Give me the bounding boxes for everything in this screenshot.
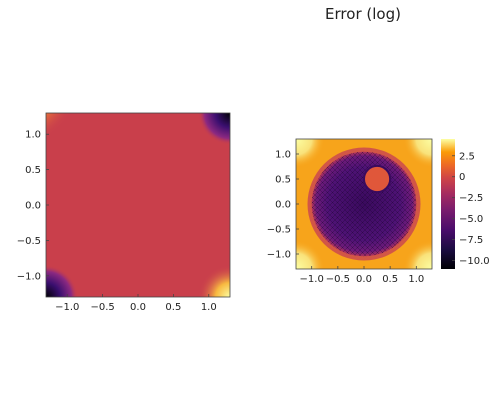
left-heatmap: −1.0 −0.5 0.0 0.5 1.0 1.0 0.5 0.0 −0.5 −1.0 — [17, 112, 231, 313]
colorbar-tick-label: −5.0 — [459, 214, 483, 225]
right-y-tick-label: −1.0 — [267, 250, 291, 261]
left-corner-bottom-left — [46, 265, 78, 297]
colorbar-tick-label: −10.0 — [459, 256, 490, 267]
right-disk-mesh — [311, 151, 417, 257]
colorbar-tick-label: 0 — [459, 172, 465, 183]
right-corner-bottom-left — [296, 240, 325, 269]
right-hole — [363, 164, 392, 194]
left-x-tick-label: −0.5 — [90, 302, 114, 313]
right-heatmap: −1.0 −0.5 0.0 0.5 1.0 1.00.50.0−0.5−1.0 — [267, 138, 433, 285]
colorbar: 2.5 0 −2.5 −5.0 −7.5 −10.0 — [441, 139, 490, 269]
left-y-tick-label: −1.0 — [17, 271, 41, 282]
colorbar-ticks: 2.5 0 −2.5 −5.0 −7.5 −10.0 — [452, 151, 490, 267]
right-corner-bottom-right — [403, 240, 432, 269]
left-y-axis: 1.0 0.5 0.0 −0.5 −1.0 — [17, 130, 49, 282]
right-x-tick-label: 1.0 — [408, 274, 424, 285]
colorbar-tick-label: −7.5 — [459, 235, 483, 246]
left-corner-bottom-right — [198, 265, 230, 297]
right-y-tick-label: −0.5 — [267, 225, 291, 236]
right-x-tick-label: 0.0 — [356, 274, 372, 285]
colorbar-tick-label: 2.5 — [459, 151, 475, 162]
left-y-tick-label: 0.0 — [25, 201, 41, 212]
left-x-tick-label: −1.0 — [55, 302, 79, 313]
left-corner-top-left — [46, 113, 78, 145]
colorbar-gradient — [441, 139, 455, 269]
right-x-tick-label: −1.0 — [300, 274, 324, 285]
colorbar-tick-label: −2.5 — [459, 193, 483, 204]
chart-title: Error (log) — [325, 5, 401, 23]
left-x-axis: −1.0 −0.5 0.0 0.5 1.0 — [55, 294, 217, 313]
right-x-tick-label: −0.5 — [326, 274, 350, 285]
left-heatmap-background — [46, 113, 230, 297]
right-y-axis: 1.0 0.5 0.0 −0.5 −1.0 — [267, 150, 299, 261]
right-corner-top-left — [296, 139, 325, 168]
right-y-tick-label: 0.5 — [275, 175, 291, 186]
right-corner-top-right — [403, 139, 432, 168]
left-y-tick-label: 1.0 — [25, 130, 41, 141]
right-y-tick-label: 1.0 — [275, 150, 291, 161]
left-x-tick-label: 0.5 — [165, 302, 181, 313]
right-x-axis: −1.0 −0.5 0.0 0.5 1.0 — [300, 266, 424, 285]
left-y-tick-label: 0.5 — [25, 165, 41, 176]
left-y-tick-label: −0.5 — [17, 236, 41, 247]
left-x-tick-label: 0.0 — [130, 302, 146, 313]
left-corner-top-right — [198, 113, 230, 145]
left-x-tick-label: 1.0 — [201, 302, 217, 313]
right-y-tick-label: 0.0 — [275, 200, 291, 211]
right-x-tick-label: 0.5 — [382, 274, 398, 285]
